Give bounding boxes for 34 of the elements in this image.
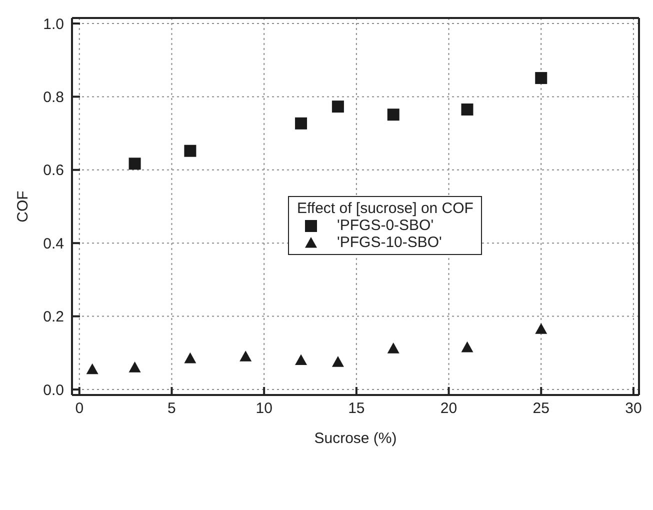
point [295,354,308,366]
point [86,363,98,374]
point [387,342,400,354]
y-tick-label: 0.8 [43,89,64,106]
y-tick-label: 0.4 [43,235,64,252]
y-tick-label: 0.6 [43,162,64,180]
point [240,350,252,362]
point [184,144,196,157]
point [184,352,196,364]
y-tick-label: 1.0 [43,16,64,33]
x-tick-label: 20 [440,400,458,417]
x-tick-label: 5 [168,400,176,417]
point [332,100,344,113]
y-tick-label: 0.0 [43,382,64,399]
x-tick-label: 0 [75,400,84,417]
y-axis-title: COF [14,190,32,222]
point [332,356,344,367]
legend-title: Effect of [sucrose] on COF [297,200,474,217]
point [535,72,548,84]
x-tick-label: 10 [256,400,272,417]
y-tick-label: 0.2 [43,308,64,326]
point [128,158,141,170]
point [128,362,141,372]
legend-label: 'PFGS-10-SBO' [337,234,442,251]
point [535,323,548,334]
x-tick-label: 15 [348,400,365,417]
x-tick-label: 30 [625,400,642,417]
x-tick-label: 25 [532,400,550,417]
point [461,104,474,116]
point [461,341,474,352]
point [295,117,308,130]
legend-label: 'PFGS-0-SBO' [337,217,434,234]
x-axis-title: Sucrose (%) [314,430,397,447]
point [387,108,400,121]
